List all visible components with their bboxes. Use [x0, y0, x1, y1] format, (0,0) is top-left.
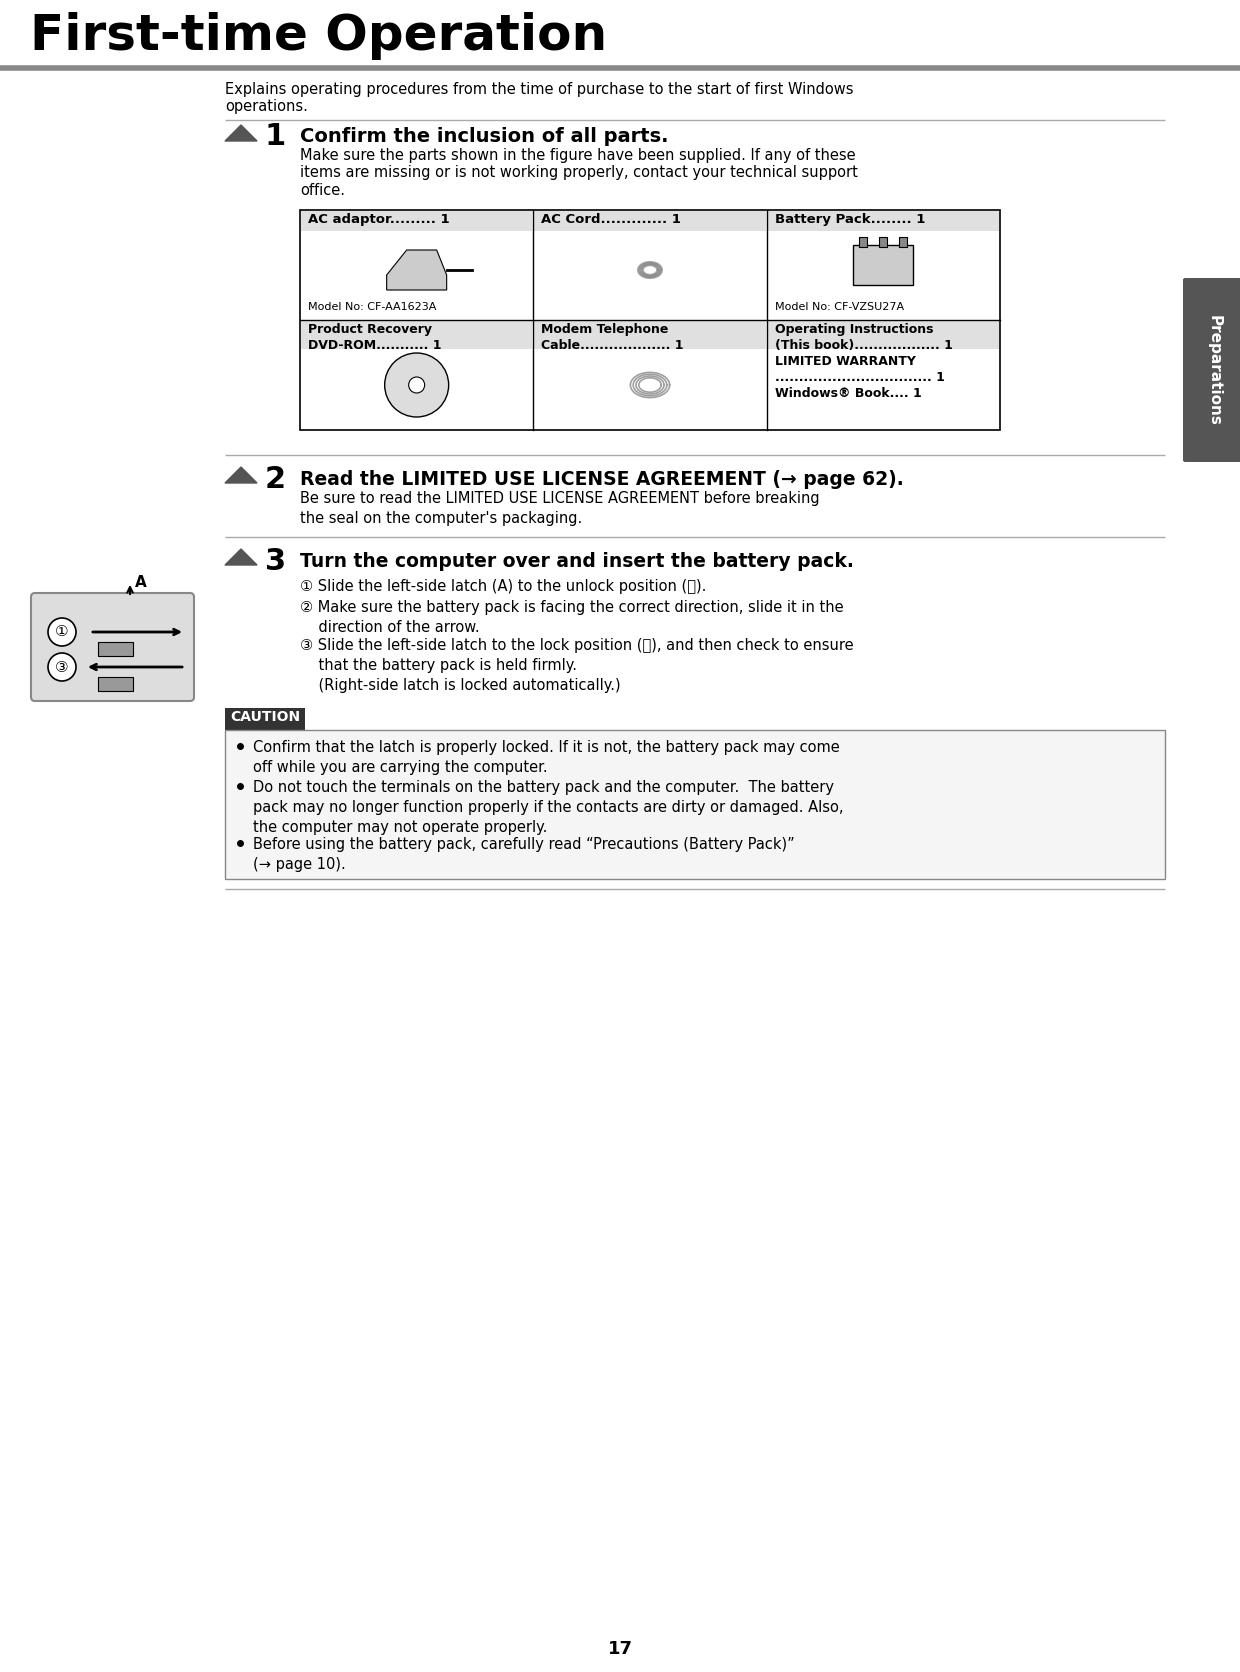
Polygon shape	[224, 548, 257, 565]
Bar	[879, 237, 888, 247]
Text: AC adaptor......... 1: AC adaptor......... 1	[308, 212, 450, 226]
Text: AC Cord............. 1: AC Cord............. 1	[542, 212, 681, 226]
Text: Model No: CF-VZSU27A: Model No: CF-VZSU27A	[775, 303, 904, 313]
Text: Confirm the inclusion of all parts.: Confirm the inclusion of all parts.	[300, 127, 668, 145]
Text: Confirm that the latch is properly locked. If it is not, the battery pack may co: Confirm that the latch is properly locke…	[253, 741, 839, 774]
Text: ③ Slide the left-side latch to the lock position (﹀), and then check to ensure
 : ③ Slide the left-side latch to the lock …	[300, 639, 853, 692]
Bar	[301, 211, 532, 231]
Text: A: A	[135, 575, 146, 590]
FancyBboxPatch shape	[1183, 278, 1240, 461]
Bar	[301, 321, 532, 349]
Text: Preparations: Preparations	[1207, 314, 1221, 425]
Text: ①: ①	[56, 625, 68, 639]
Circle shape	[384, 353, 449, 416]
Bar	[859, 237, 867, 247]
Text: Before using the battery pack, carefully read “Precautions (Battery Pack)”
(→ pa: Before using the battery pack, carefully…	[253, 838, 795, 871]
Text: ③: ③	[56, 659, 68, 674]
Text: Make sure the parts shown in the figure have been supplied. If any of these
item: Make sure the parts shown in the figure …	[300, 149, 858, 197]
Text: Product Recovery
DVD-ROM........... 1: Product Recovery DVD-ROM........... 1	[308, 323, 441, 353]
Text: Read the LIMITED USE LICENSE AGREEMENT (→ page 62).: Read the LIMITED USE LICENSE AGREEMENT (…	[300, 470, 904, 488]
Bar	[300, 211, 999, 430]
Text: Do not touch the terminals on the battery pack and the computer.  The battery
pa: Do not touch the terminals on the batter…	[253, 781, 843, 834]
Text: Operating Instructions
(This book).................. 1
LIMITED WARRANTY
........: Operating Instructions (This book)......…	[775, 323, 952, 400]
Text: Battery Pack........ 1: Battery Pack........ 1	[775, 212, 925, 226]
Text: CAUTION: CAUTION	[229, 711, 300, 724]
Bar	[224, 731, 1166, 879]
Bar	[899, 237, 908, 247]
Polygon shape	[387, 251, 446, 289]
Bar	[98, 677, 133, 691]
Text: 17: 17	[608, 1640, 632, 1659]
Text: 1: 1	[265, 122, 286, 150]
Bar	[853, 246, 914, 284]
Text: Modem Telephone
Cable................... 1: Modem Telephone Cable...................…	[542, 323, 683, 353]
Bar	[768, 321, 999, 349]
Text: 3: 3	[265, 547, 286, 575]
Bar	[98, 642, 133, 655]
Text: ① Slide the left-side latch (A) to the unlock position (︿).: ① Slide the left-side latch (A) to the u…	[300, 579, 707, 594]
Bar	[534, 211, 765, 231]
Text: Be sure to read the LIMITED USE LICENSE AGREEMENT before breaking
the seal on th: Be sure to read the LIMITED USE LICENSE …	[300, 492, 820, 525]
Text: ② Make sure the battery pack is facing the correct direction, slide it in the
  : ② Make sure the battery pack is facing t…	[300, 600, 843, 635]
Bar	[224, 707, 305, 731]
Text: Model No: CF-AA1623A: Model No: CF-AA1623A	[308, 303, 436, 313]
Bar	[534, 321, 765, 349]
Circle shape	[409, 376, 424, 393]
Polygon shape	[224, 466, 257, 483]
Bar	[768, 211, 999, 231]
Text: First-time Operation: First-time Operation	[30, 12, 608, 60]
Circle shape	[48, 619, 76, 645]
FancyBboxPatch shape	[31, 594, 193, 701]
Text: 2: 2	[265, 465, 286, 493]
Text: Turn the computer over and insert the battery pack.: Turn the computer over and insert the ba…	[300, 552, 854, 572]
Polygon shape	[224, 125, 257, 140]
Circle shape	[48, 654, 76, 681]
Text: Explains operating procedures from the time of purchase to the start of first Wi: Explains operating procedures from the t…	[224, 82, 853, 114]
